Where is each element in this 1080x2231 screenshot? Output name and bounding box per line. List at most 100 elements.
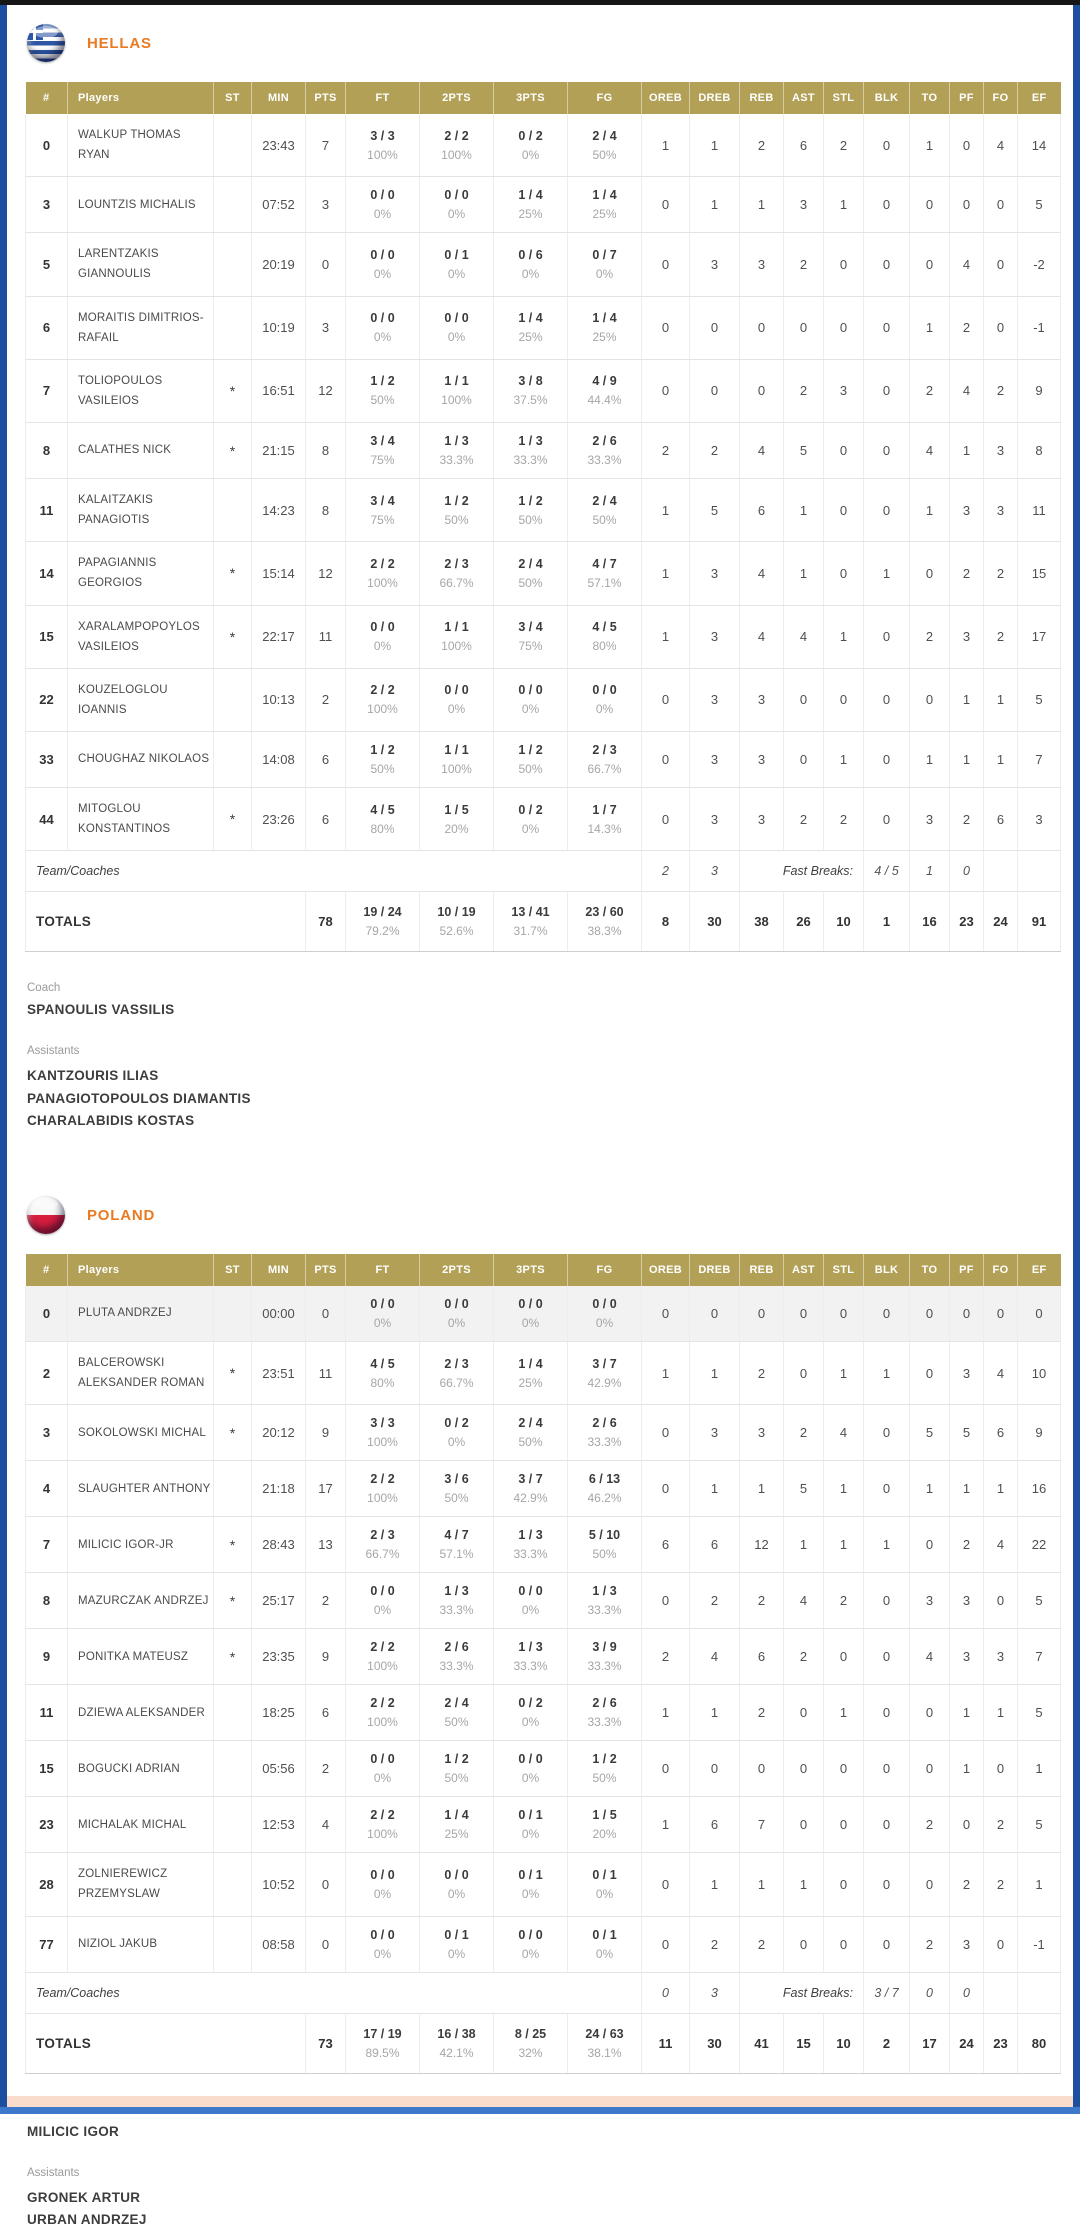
ft-made: 3 / 3: [370, 128, 395, 143]
dreb-value: 3: [689, 605, 740, 669]
p2-made: 0 / 2: [444, 1416, 469, 1431]
fo-value: 2: [983, 605, 1018, 669]
ast-value: 2: [783, 1628, 824, 1686]
p2-made: 0 / 0: [444, 1297, 469, 1312]
ft-made: 3 / 4: [370, 434, 395, 448]
p3-made: 1 / 3: [518, 1640, 543, 1655]
team-to-value: 0: [909, 1972, 950, 2014]
p3-made: 0 / 0: [518, 1927, 543, 1942]
p2-cell: 1 / 1 100%: [419, 605, 494, 669]
column-header-pts: PTS: [305, 82, 346, 114]
ft-pct: 100%: [367, 1491, 398, 1506]
totals-ft: 19 / 24 79.2%: [345, 891, 420, 953]
assistants-label: Assistants: [27, 1045, 80, 1058]
stl-value: 0: [823, 296, 864, 360]
p3-made: 0 / 2: [518, 128, 543, 143]
ft-made: 0 / 0: [370, 247, 395, 262]
minutes-value: 10:52: [251, 1852, 306, 1917]
p3-pct: 0%: [521, 821, 540, 836]
ast-value: 0: [783, 1684, 824, 1742]
points-value: 6: [305, 731, 346, 788]
ft-cell: 0 / 0 0%: [345, 1286, 420, 1343]
p3-pct: 0%: [521, 147, 540, 162]
p2-cell: 1 / 1 100%: [419, 731, 494, 788]
team-coaches-row: Team/Coaches 2 3 Fast Breaks: 4 / 5 1 0: [25, 850, 1061, 893]
totals-2pts-pct: 52.6%: [439, 924, 474, 939]
p3-cell: 0 / 0 0%: [493, 668, 568, 733]
stl-value: 0: [823, 541, 864, 606]
p3-pct: 25%: [518, 330, 543, 345]
p3-cell: 0 / 2 0%: [493, 1684, 568, 1742]
blk-value: 0: [863, 1796, 910, 1854]
p3-pct: 0%: [521, 1886, 540, 1901]
dreb-value: 1: [689, 176, 740, 234]
starter-mark: *: [213, 422, 252, 479]
totals-fo: 24: [983, 891, 1018, 953]
p3-made: 0 / 0: [518, 1297, 543, 1312]
stl-value: 2: [823, 787, 864, 852]
fo-value: 4: [983, 1516, 1018, 1574]
column-header-num: #: [25, 82, 68, 114]
points-value: 12: [305, 359, 346, 424]
column-header-p2: 2PTS: [419, 1254, 494, 1287]
points-value: 3: [305, 296, 346, 360]
fg-cell: 0 / 0 0%: [567, 668, 642, 733]
blk-value: 0: [863, 1916, 910, 1973]
player-row: 28 ZOLNIEREWICZ PRZEMYSLAW 10:52 0 0 / 0 0% 0 …: [25, 1852, 1061, 1917]
column-header-ast: AST: [783, 82, 824, 114]
p3-cell: 1 / 3 33.3%: [493, 1628, 568, 1686]
p3-made: 1 / 3: [518, 1528, 543, 1543]
fg-pct: 80%: [592, 639, 617, 654]
fo-value: 3: [983, 422, 1018, 479]
team-pf-value: 0: [949, 850, 984, 893]
p2-pct: 100%: [441, 639, 472, 654]
player-name: BOGUCKI ADRIAN: [67, 1740, 214, 1798]
to-value: 2: [909, 1916, 950, 1973]
totals-reb: 41: [739, 2012, 784, 2074]
ast-value: 1: [783, 541, 824, 606]
ft-pct: 0%: [373, 266, 392, 281]
fg-cell: 6 / 13 46.2%: [567, 1460, 642, 1518]
p3-pct: 50%: [518, 762, 543, 776]
team-name: HELLAS: [87, 34, 152, 52]
p3-cell: 0 / 1 0%: [493, 1852, 568, 1917]
player-number: 8: [25, 1572, 68, 1630]
player-name: WALKUP THOMAS RYAN: [67, 114, 214, 178]
player-row: 4 SLAUGHTER ANTHONY 21:18 17 2 / 2 100% 3 / 6 5…: [25, 1460, 1061, 1518]
blk-value: 0: [863, 787, 910, 852]
oreb-value: 2: [641, 1628, 690, 1686]
fg-cell: 4 / 9 44.4%: [567, 359, 642, 424]
fo-value: 4: [983, 114, 1018, 178]
p2-pct: 33.3%: [439, 1603, 474, 1618]
stl-value: 0: [823, 478, 864, 543]
p2-cell: 0 / 0 0%: [419, 176, 494, 234]
dreb-value: 1: [689, 1460, 740, 1518]
to-value: 0: [909, 668, 950, 733]
starter-mark: [213, 1740, 252, 1798]
fo-value: 1: [983, 731, 1018, 788]
minutes-value: 21:18: [251, 1460, 306, 1518]
player-name: NIZIOL JAKUB: [67, 1916, 214, 1973]
ft-made: 2 / 3: [370, 1528, 395, 1543]
fg-pct: 66.7%: [587, 762, 622, 776]
fg-made: 2 / 4: [592, 128, 617, 143]
ft-cell: 3 / 3 100%: [345, 1404, 420, 1462]
minutes-value: 14:23: [251, 478, 306, 543]
p2-pct: 100%: [441, 147, 472, 162]
stl-value: 1: [823, 1341, 864, 1406]
minutes-value: 22:17: [251, 605, 306, 669]
p3-cell: 2 / 4 50%: [493, 541, 568, 606]
team-header: HELLAS: [27, 24, 1056, 62]
ft-made: 0 / 0: [370, 311, 395, 326]
fg-pct: 50%: [592, 1771, 617, 1786]
column-header-reb: REB: [739, 1254, 784, 1287]
stl-value: 0: [823, 1628, 864, 1686]
pf-value: 0: [949, 1796, 984, 1854]
player-name: PLUTA ANDRZEJ: [67, 1286, 214, 1343]
fg-pct: 25%: [592, 330, 617, 345]
fo-value: 0: [983, 1916, 1018, 1973]
fo-value: 6: [983, 787, 1018, 852]
dreb-value: 0: [689, 296, 740, 360]
pf-value: 5: [949, 1404, 984, 1462]
